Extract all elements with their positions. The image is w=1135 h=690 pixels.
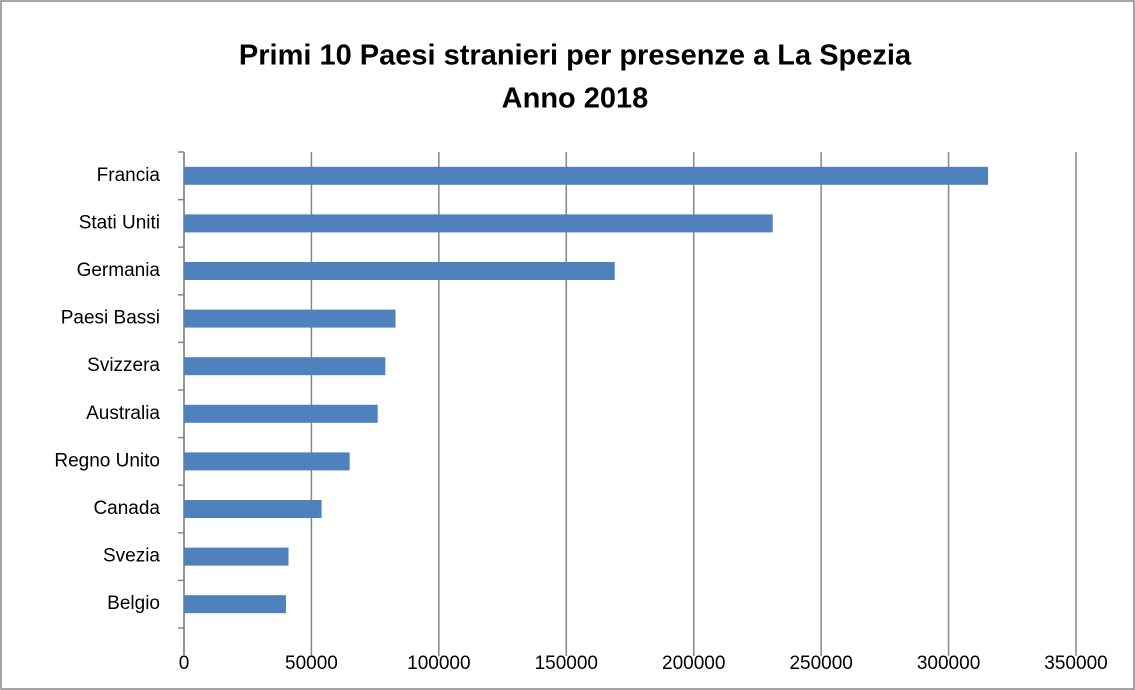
bar: [184, 452, 350, 471]
x-tick-label: 150000: [535, 653, 598, 674]
y-tick-label: Francia: [97, 165, 161, 186]
y-tick-label: Svezia: [103, 546, 160, 567]
bar: [184, 214, 773, 233]
chart-title: Primi 10 Paesi stranieri per presenze a …: [239, 40, 912, 72]
y-tick-label: Regno Unito: [54, 450, 160, 471]
y-tick-label: Germania: [77, 260, 161, 281]
bar: [184, 262, 615, 280]
y-tick-label: Canada: [93, 498, 160, 519]
x-tick-label: 100000: [407, 653, 470, 674]
x-tick-label: 0: [179, 653, 190, 674]
x-tick-label: 350000: [1044, 653, 1107, 674]
bar: [184, 595, 286, 614]
bar: [184, 357, 386, 376]
bar: [184, 500, 322, 518]
bar: [184, 404, 378, 423]
x-tick-label: 250000: [789, 653, 852, 674]
bar: [184, 309, 396, 328]
chart-subtitle: Anno 2018: [502, 83, 649, 115]
y-tick-label: Svizzera: [87, 355, 160, 376]
y-tick-label: Stati Uniti: [79, 212, 160, 233]
x-tick-label: 200000: [662, 653, 725, 674]
y-tick-label: Belgio: [107, 593, 160, 614]
y-tick-label: Paesi Bassi: [61, 308, 160, 329]
bar: [184, 166, 989, 185]
x-tick-label: 50000: [285, 653, 338, 674]
y-tick-label: Australia: [86, 403, 160, 424]
bar: [184, 547, 289, 566]
x-tick-label: 300000: [917, 653, 980, 674]
